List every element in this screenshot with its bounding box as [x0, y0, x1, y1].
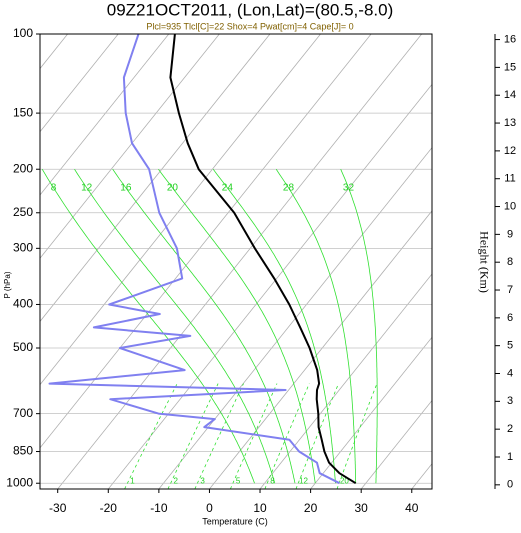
y2-tick-label: 9: [507, 228, 513, 240]
x-tick-label: -20: [100, 501, 118, 515]
mixing-ratio-line: [194, 383, 244, 489]
isotherm: [40, 34, 220, 259]
y-tick-label: 1000: [6, 475, 33, 489]
moist-adiabat-label: 24: [222, 182, 234, 193]
mixing-ratio-label: 8: [270, 476, 275, 485]
mixing-ratio-label: 5: [236, 476, 241, 485]
y-tick-label: 100: [13, 26, 33, 40]
mixing-ratio-label: 20: [340, 476, 349, 485]
x-tick-label: -10: [150, 501, 168, 515]
mixing-ratio-line: [230, 383, 278, 489]
x-axis-title: Temperature (C): [202, 516, 268, 526]
moist-adiabat: [74, 168, 276, 484]
y2-tick-label: 13: [504, 117, 516, 129]
isotherm: [107, 83, 432, 489]
moist-adiabat-label: 32: [343, 182, 355, 193]
isotherm: [40, 34, 170, 196]
y-tick-label: 300: [13, 241, 33, 255]
isotherm: [57, 34, 423, 489]
y2-tick-label: 3: [507, 395, 513, 407]
isotherm: [259, 273, 432, 489]
y-tick-label: 400: [13, 297, 33, 311]
y2-tick-label: 14: [504, 89, 516, 101]
isotherm: [158, 146, 432, 489]
y2-tick-label: 7: [507, 284, 513, 296]
isotherm: [360, 399, 432, 489]
isotherm: [0, 34, 17, 489]
profile-line: [169, 34, 357, 485]
profile-line: [48, 34, 340, 485]
moist-adiabat-label: 28: [283, 182, 295, 193]
chart-title: 09Z21OCT2011, (Lon,Lat)=(80.5,-8.0): [107, 0, 394, 19]
moist-adiabat: [158, 168, 316, 484]
mixing-ratio-line: [264, 383, 310, 489]
y-tick-label: 850: [13, 444, 33, 458]
y2-tick-label: 16: [504, 33, 516, 45]
mixing-ratio-label: 2: [174, 476, 179, 485]
mixing-ratio-label: 1: [130, 476, 135, 485]
y-tick-label: 500: [13, 340, 33, 354]
moist-adiabat: [41, 168, 255, 484]
x-tick-label: 0: [206, 501, 213, 515]
isotherm: [40, 34, 119, 133]
mixing-ratio-line: [167, 383, 219, 489]
plot-frame: [39, 33, 433, 490]
isotherm: [40, 34, 271, 323]
moist-adiabat: [212, 168, 336, 484]
moist-adiabat-label: 12: [81, 182, 93, 193]
y2-tick-label: 4: [507, 367, 513, 379]
y-tick-label: 150: [13, 105, 33, 119]
y-axis-title: P (hPa): [3, 271, 12, 298]
mixing-ratio-line: [124, 383, 178, 489]
x-tick-label: 20: [304, 501, 318, 515]
moist-adiabat-label: 8: [51, 182, 57, 193]
y-tick-label: 700: [13, 406, 33, 420]
y2-tick-label: 11: [504, 173, 515, 185]
y-tick-label: 200: [13, 161, 33, 175]
moist-adiabat-label: 16: [120, 182, 132, 193]
mixing-ratio-label: 3: [200, 476, 205, 485]
y2-tick-label: 8: [507, 256, 513, 268]
y2-tick-label: 5: [507, 340, 513, 352]
x-tick-label: -30: [49, 501, 67, 515]
moist-adiabat-label: 20: [167, 182, 179, 193]
y2-tick-label: 12: [504, 145, 516, 157]
isotherm: [310, 336, 432, 489]
y2-tick-label: 15: [504, 61, 516, 73]
mixing-ratio-label: 12: [299, 476, 308, 485]
isotherm: [411, 463, 432, 489]
y2-tick-label: 6: [507, 312, 513, 324]
y2-tick-label: 1: [507, 451, 513, 463]
isotherm: [209, 210, 432, 489]
y2-tick-label: 10: [504, 200, 516, 212]
y2-axis-title: Height (Km): [477, 231, 491, 293]
isotherm: [40, 34, 321, 386]
plot-area: 8 12 16 20 24 28 321 2 3 5 8 12 20: [0, 34, 432, 489]
moist-adiabat: [340, 169, 378, 484]
mixing-ratio-line: [295, 383, 339, 489]
y2-tick-label: 0: [507, 479, 513, 491]
y2-tick-label: 2: [507, 423, 513, 435]
chart-subtitle: Plcl=935 Tlcl[C]=22 Shox=4 Pwat[cm]=4 Ca…: [146, 21, 353, 31]
isotherm: [40, 34, 68, 70]
isotherm: [40, 34, 372, 449]
y-tick-label: 250: [13, 205, 33, 219]
x-tick-label: 30: [355, 501, 369, 515]
x-tick-label: 10: [253, 501, 267, 515]
moist-adiabat: [275, 168, 357, 484]
moist-adiabat: [112, 168, 296, 484]
mixing-ratio-line: [336, 383, 378, 489]
x-tick-label: 40: [405, 501, 419, 515]
